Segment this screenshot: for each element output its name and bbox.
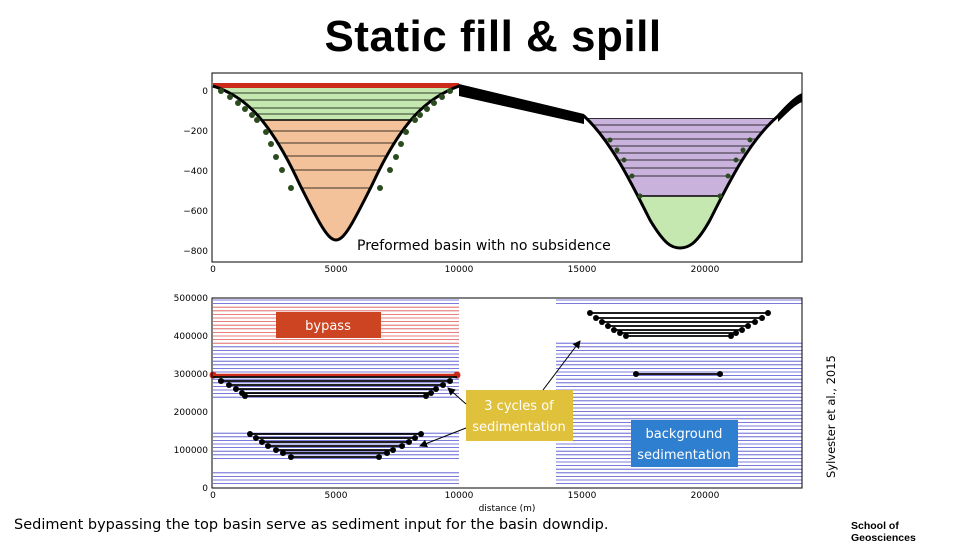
- school-label: School of Geosciences: [851, 520, 916, 544]
- bottom-panel-xticks: 0 5000 10000 15000 20000: [210, 491, 719, 501]
- top-xtick: 5000: [325, 265, 348, 275]
- lower-cycle-top-dots: [587, 310, 771, 339]
- bottom-xtick: 20000: [691, 491, 720, 501]
- credit-text: Sylvester et al., 2015: [824, 355, 838, 478]
- arrow-to-bottom-cycle: [419, 427, 467, 448]
- connecting-slope: [459, 84, 584, 124]
- bottom-xtick: 15000: [568, 491, 597, 501]
- cycles-label-line2: sedimentation: [472, 420, 566, 435]
- bottom-xtick: 0: [210, 491, 216, 501]
- bottom-panel-xlabel: distance (m): [479, 504, 536, 514]
- background-label-line2: sedimentation: [637, 448, 731, 463]
- top-panel-yticks: 0 −200 −400 −600 −800: [183, 87, 208, 257]
- bottom-ytick: 500000: [174, 294, 209, 304]
- top-red-surface: [213, 83, 459, 88]
- bypass-label: bypass: [305, 319, 351, 334]
- top-ytick: 0: [202, 87, 208, 97]
- background-label-box: [631, 420, 738, 467]
- top-xtick: 10000: [445, 265, 474, 275]
- top-ytick: −800: [183, 247, 208, 257]
- arrow-to-lower-basin: [542, 340, 581, 391]
- bottom-ytick: 100000: [174, 446, 209, 456]
- top-ytick: −200: [183, 127, 208, 137]
- lower-basin-dots: [607, 137, 753, 199]
- upper-cycle-top-dots: [218, 378, 453, 399]
- bottom-ytick: 200000: [174, 408, 209, 418]
- background-label-line1: background: [646, 427, 723, 442]
- upper-cycle-top: [213, 376, 457, 397]
- bottom-ytick: 0: [202, 484, 208, 494]
- bottom-xtick: 5000: [325, 491, 348, 501]
- bypass-label-box: [276, 312, 381, 338]
- upper-cycle-bottom: [250, 433, 421, 458]
- upper-basin-dots: [218, 88, 453, 191]
- arrow-to-top-cycle: [447, 387, 467, 405]
- slide-title: Static fill & spill: [324, 12, 662, 61]
- cycles-label-line1: 3 cycles of: [484, 399, 554, 414]
- bottom-ytick: 300000: [174, 370, 209, 380]
- slide-caption: Sediment bypassing the top basin serve a…: [14, 517, 609, 533]
- bottom-panel-frame: [211, 297, 803, 489]
- top-panel-xticks: 0 5000 10000 15000 20000: [210, 265, 719, 275]
- top-panel: Preformed basin with no subsidence 0 −20…: [183, 72, 803, 275]
- bottom-panel: bypass 3 cycles of sedimentation backgro…: [174, 294, 803, 514]
- cycles-label-box: [466, 390, 573, 441]
- top-panel-annotation: Preformed basin with no subsidence: [357, 238, 611, 254]
- upper-cycle-bottom-dots: [247, 431, 424, 460]
- bottom-xtick: 10000: [445, 491, 474, 501]
- lower-cycle-top: [590, 312, 768, 337]
- top-xtick: 0: [210, 265, 216, 275]
- top-ytick: −400: [183, 167, 208, 177]
- top-xtick: 15000: [568, 265, 597, 275]
- topography-line: [212, 84, 802, 250]
- top-ytick: −600: [183, 207, 208, 217]
- cycle-arrows: [419, 340, 581, 448]
- bottom-ytick: 400000: [174, 332, 209, 342]
- top-xtick: 20000: [691, 265, 720, 275]
- bottom-panel-yticks: 500000 400000 300000 200000 100000 0: [174, 294, 209, 494]
